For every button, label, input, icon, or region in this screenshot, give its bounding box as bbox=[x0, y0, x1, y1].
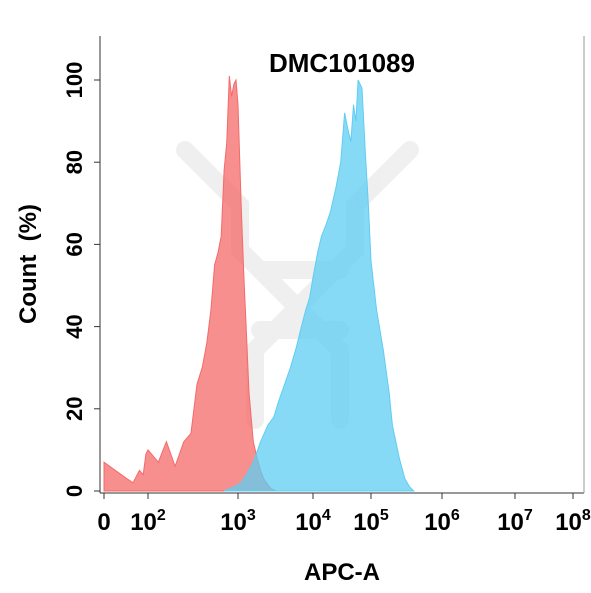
y-tick-label: 80 bbox=[62, 150, 87, 174]
x-tick-label: 102 bbox=[130, 507, 166, 536]
x-tick-label: 108 bbox=[555, 507, 591, 536]
histogram-series-1 bbox=[103, 75, 277, 492]
y-tick-label: 20 bbox=[62, 397, 87, 421]
series-layer bbox=[103, 75, 415, 492]
y-tick-label: 0 bbox=[62, 485, 87, 497]
x-tick-label: 104 bbox=[295, 507, 331, 536]
x-tick-label: 106 bbox=[424, 507, 460, 536]
x-tick-label: 103 bbox=[220, 507, 256, 536]
histogram-series-2 bbox=[223, 79, 415, 492]
chart-title: DMC101089 bbox=[269, 48, 415, 78]
y-axis-label: Count (%) bbox=[15, 204, 42, 324]
y-tick-layer: 0 20 40 60 80 100 bbox=[62, 62, 100, 497]
y-tick-label: 100 bbox=[62, 62, 87, 99]
x-tick-layer: 0 102 103 104 105 106 107 108 bbox=[97, 493, 591, 536]
y-tick-label: 40 bbox=[62, 314, 87, 338]
x-tick-label: 0 bbox=[97, 509, 110, 536]
x-axis-label: APC-A bbox=[304, 559, 380, 586]
axes-layer bbox=[99, 36, 585, 494]
x-tick-label: 107 bbox=[497, 507, 533, 536]
y-tick-label: 60 bbox=[62, 232, 87, 256]
x-tick-label: 105 bbox=[353, 507, 389, 536]
